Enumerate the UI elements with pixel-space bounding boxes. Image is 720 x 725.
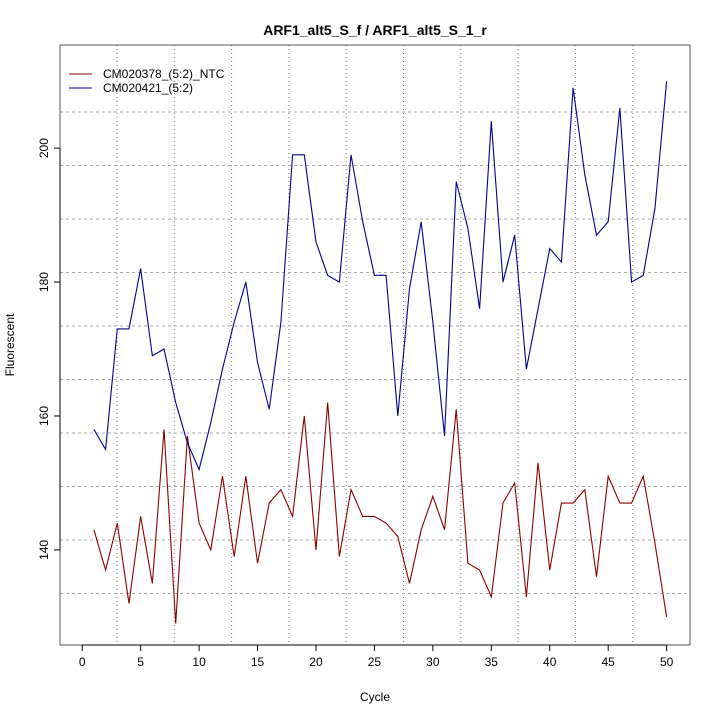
legend: CM020378_(5:2)_NTC CM020421_(5:2) [69, 67, 225, 95]
y-tick-label: 200 [37, 138, 51, 158]
x-tick-label: 35 [485, 655, 499, 669]
x-tick-label: 40 [543, 655, 557, 669]
y-axis-label: Fluorescent [3, 313, 17, 376]
x-tick-label: 50 [660, 655, 674, 669]
series-group [93, 81, 668, 624]
x-tick-label: 20 [309, 655, 323, 669]
y-tick-label: 160 [37, 406, 51, 426]
x-tick-label: 0 [79, 655, 86, 669]
x-tick-label: 5 [137, 655, 144, 669]
x-axis-label: Cycle [360, 690, 390, 704]
y-tick-label: 180 [37, 272, 51, 292]
series-line-sample [93, 81, 668, 472]
x-axis: 0 5 10 15 20 25 30 35 40 45 50 [79, 644, 674, 669]
x-tick-label: 10 [192, 655, 206, 669]
x-tick-label: 30 [426, 655, 440, 669]
chart-title: ARF1_alt5_S_f / ARF1_alt5_S_1_r [263, 22, 487, 38]
legend-label-ntc: CM020378_(5:2)_NTC [103, 67, 225, 81]
x-tick-label: 45 [602, 655, 616, 669]
legend-label-sample: CM020421_(5:2) [103, 81, 193, 95]
y-axis: 140 160 180 200 [37, 138, 61, 560]
x-tick-label: 15 [251, 655, 265, 669]
x-tick-label: 25 [368, 655, 382, 669]
y-tick-label: 140 [37, 540, 51, 560]
series-line-ntc [93, 402, 668, 624]
